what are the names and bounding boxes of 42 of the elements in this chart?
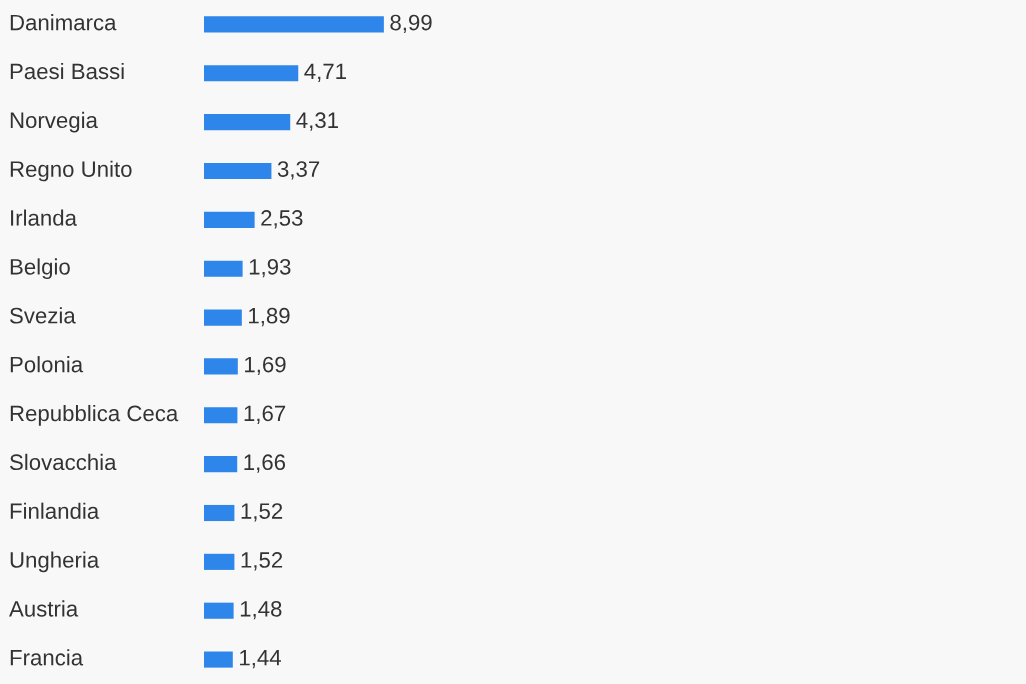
data-label: 1,52 <box>241 552 283 571</box>
bar <box>204 407 238 424</box>
bar <box>204 553 235 570</box>
bar <box>204 456 238 473</box>
y-tick-label: Norvegia <box>10 111 98 133</box>
data-label: 4,71 <box>304 63 346 82</box>
y-tick-label: Finlandia <box>10 502 100 519</box>
y-tick-label: Ungheria <box>10 551 100 573</box>
bar <box>204 162 272 180</box>
data-label: 1,48 <box>240 600 282 620</box>
data-label: 1,67 <box>244 405 286 424</box>
bar <box>204 65 299 82</box>
data-label: 2,53 <box>261 210 303 229</box>
y-tick-label: Polonia <box>10 356 84 373</box>
bar <box>204 309 242 326</box>
bar <box>204 504 235 522</box>
bar <box>204 358 238 375</box>
data-label: 1,44 <box>240 650 281 669</box>
y-tick-label: Paesi Bassi <box>10 62 124 80</box>
y-tick-label: Regno Unito <box>10 160 132 182</box>
bar <box>204 602 234 619</box>
y-tick-label: Austria <box>9 600 79 617</box>
data-label: 3,37 <box>277 161 320 180</box>
data-label: 1,69 <box>245 356 286 376</box>
data-label: 4,31 <box>296 112 338 131</box>
y-tick-label: Irlanda <box>11 209 77 226</box>
bar <box>204 114 291 131</box>
y-tick-label: Danimarca <box>10 14 117 31</box>
data-label: 1,89 <box>249 307 290 327</box>
y-tick-label: Svezia <box>10 307 76 324</box>
y-tick-label: Francia <box>10 649 84 666</box>
bar <box>204 16 384 33</box>
y-tick-label: Belgio <box>10 258 70 280</box>
bar <box>204 651 233 668</box>
data-label: 1,52 <box>241 503 283 522</box>
data-label: 8,99 <box>390 14 432 34</box>
y-tick-label: Repubblica Ceca <box>10 404 179 426</box>
data-label: 1,66 <box>244 454 286 473</box>
y-tick-label: Slovacchia <box>10 453 117 471</box>
data-label: 1,93 <box>249 258 291 278</box>
bar <box>204 211 255 228</box>
bar <box>204 260 243 277</box>
